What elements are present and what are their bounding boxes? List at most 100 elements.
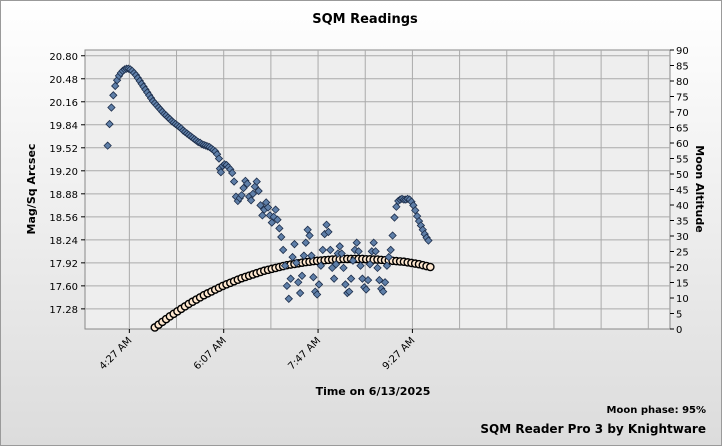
sqm-reading-point [312,290,322,299]
sqm-reading-point [316,261,326,270]
sqm-reading-point [373,263,382,273]
left-tick-label: 20.16 [49,98,78,109]
sqm-reading-point [228,168,237,178]
sqm-reading-point [354,247,363,256]
right-tick-label: 15 [676,279,689,290]
sqm-reading-point [282,281,292,291]
sqm-reading-point [239,183,248,193]
right-tick-label: 55 [676,155,689,166]
left-tick-label: 17.60 [49,282,78,293]
right-tick-label: 90 [676,46,689,57]
left-tick-label: 20.48 [49,75,78,86]
right-axis-label: Moon Altitude [693,145,706,232]
sqm-reading-point [243,179,252,188]
sqm-reading-point [288,252,297,262]
sqm-reading-point [318,245,327,255]
right-tick-label: 50 [676,170,689,181]
x-tick-label: 6:07 AM [192,335,229,372]
sqm-reading-point [339,263,348,273]
left-tick-label: 20.80 [49,52,78,63]
sqm-reading-point [337,249,346,258]
right-tick-label: 10 [676,294,689,305]
sqm-reading-point [348,256,358,265]
sqm-reading-point [297,271,307,280]
sqm-reading-point [280,261,290,270]
right-tick-label: 25 [676,248,689,259]
sqm-reading-point [248,189,258,198]
sqm-reading-point [346,274,356,283]
sqm-reading-point [352,238,361,247]
sqm-reading-point [329,274,339,283]
left-tick-label: 18.56 [49,213,78,224]
sqm-reading-point [382,261,392,270]
sqm-series [103,64,433,303]
right-tick-label: 60 [676,139,689,150]
sqm-reading-point [295,288,305,298]
credit-text: SQM Reader Pro 3 by Knightware [480,422,706,436]
right-tick-label: 85 [676,62,689,73]
left-tick-label: 19.84 [49,121,78,132]
right-tick-label: 0 [676,325,682,336]
sqm-reading-point [388,231,397,240]
plot-area [84,49,671,330]
sqm-reading-point [267,218,276,227]
sqm-reading-point [380,278,390,287]
sqm-reading-point [331,260,341,269]
x-tick-label: 4:27 AM [98,335,135,372]
right-tick-label: 20 [676,263,689,274]
left-tick-label: 19.52 [49,144,78,155]
right-tick-label: 5 [676,310,682,321]
sqm-reading-point [107,103,116,112]
left-axis-ticks: 17.28 17.60 17.92 18.24 18.56 18.88 19.20 19.52… [49,52,85,316]
left-tick-label: 18.24 [49,236,78,247]
sqm-reading-point [375,275,384,285]
right-tick-label: 40 [676,201,689,212]
left-tick-label: 18.88 [49,190,78,201]
left-tick-label: 17.28 [49,305,78,316]
sqm-reading-point [275,224,284,233]
sqm-reading-point [216,168,226,177]
sqm-reading-point [258,211,267,220]
sqm-reading-point [252,177,261,186]
sqm-reading-point [301,238,310,247]
sqm-reading-point [326,245,335,255]
sqm-reading-point [277,232,286,242]
sqm-reading-point [292,258,301,268]
sqm-reading-point [254,186,263,196]
sqm-reading-point [365,260,375,269]
sqm-reading-point [324,227,333,237]
right-tick-label: 65 [676,124,689,135]
sqm-reading-point [286,274,295,283]
sqm-reading-point [356,261,365,270]
x-tick-label: 7:47 AM [286,335,323,372]
sqm-reading-point [271,205,280,214]
sqm-reading-point [256,201,265,210]
right-tick-label: 30 [676,232,689,243]
x-tick-label: 9:27 AM [381,335,418,372]
left-tick-label: 19.20 [49,167,78,178]
sqm-reading-point [424,236,433,245]
moon-phase-text: Moon phase: 95% [607,405,706,416]
sqm-reading-point [103,141,112,150]
sqm-reading-point [363,275,373,285]
sqm-reading-point [269,212,278,221]
sqm-reading-point [229,177,239,186]
sqm-reading-point [341,280,350,289]
sqm-reading-point [246,196,256,205]
sqm-reading-point [309,273,318,282]
sqm-reading-point [284,294,293,303]
x-axis-label: Time on 6/13/2025 [316,385,431,398]
sqm-reading-point [384,252,393,262]
sqm-reading-point [307,251,316,260]
sqm-reading-point [299,251,309,260]
right-tick-label: 75 [676,93,689,104]
sqm-reading-point [314,280,324,289]
sqm-reading-point [273,215,282,224]
sqm-reading-point [386,245,395,255]
sqm-reading-point [378,287,388,296]
sqm-reading-point [371,247,380,256]
right-tick-label: 70 [676,108,689,119]
sqm-reading-point [362,285,371,294]
